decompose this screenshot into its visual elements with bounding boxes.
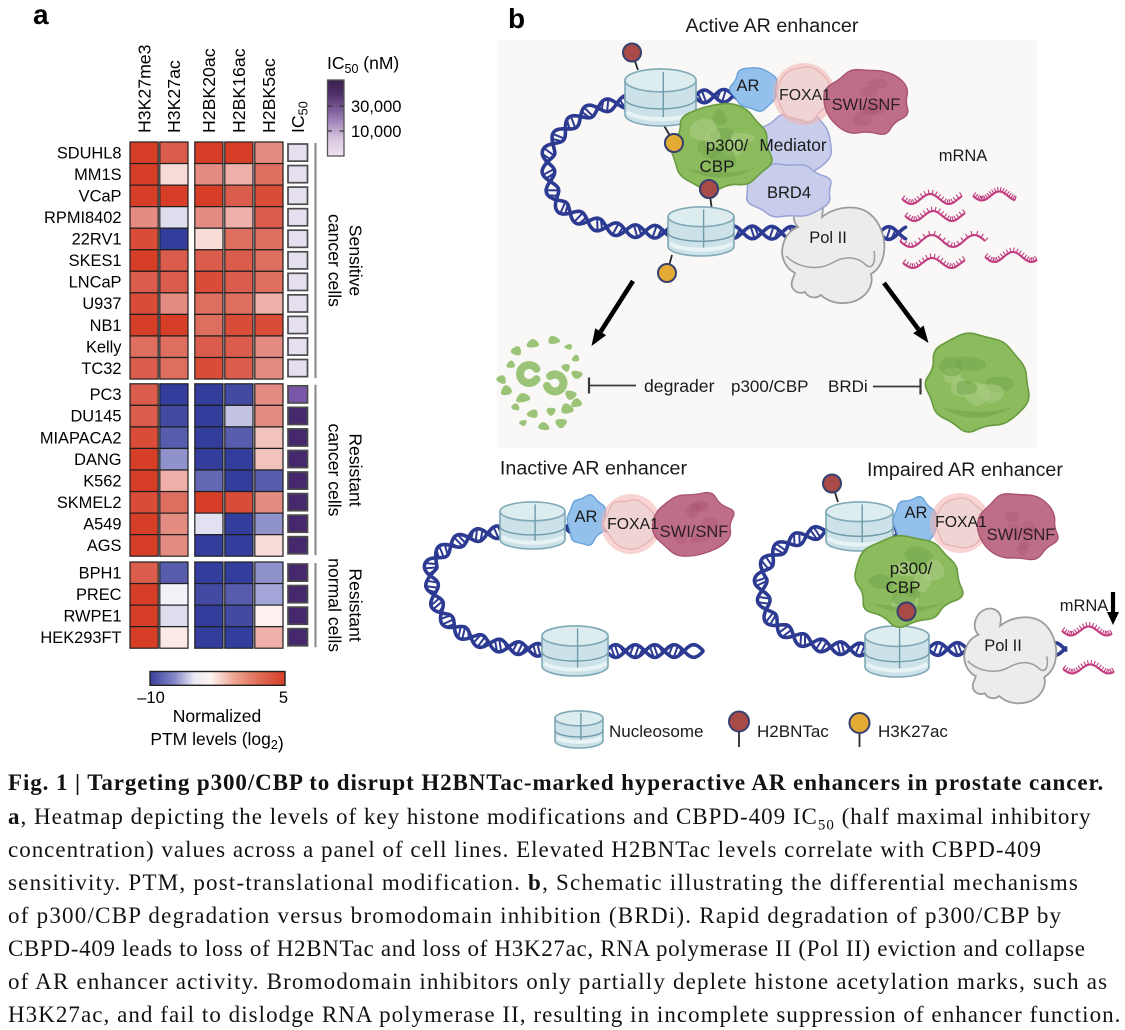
svg-text:NB1: NB1 <box>90 317 122 335</box>
svg-text:p300/: p300/ <box>890 559 933 578</box>
svg-text:CBP: CBP <box>886 578 921 597</box>
svg-text:LNCaP: LNCaP <box>69 274 122 292</box>
svg-text:AR: AR <box>737 77 760 95</box>
svg-text:H2BNTac: H2BNTac <box>757 722 829 741</box>
svg-text:mRNA: mRNA <box>1060 597 1109 615</box>
svg-text:HEK293FT: HEK293FT <box>40 629 121 647</box>
svg-text:DU145: DU145 <box>70 408 121 426</box>
svg-text:cancer cells: cancer cells <box>325 214 345 307</box>
svg-text:BPH1: BPH1 <box>79 564 122 582</box>
svg-text:Impaired AR enhancer: Impaired AR enhancer <box>867 459 1063 481</box>
svg-text:PREC: PREC <box>76 586 122 604</box>
svg-text:MM1S: MM1S <box>74 166 121 184</box>
svg-text:Pol II: Pol II <box>809 229 847 247</box>
svg-text:K562: K562 <box>83 472 121 490</box>
svg-text:Mediator: Mediator <box>759 135 826 155</box>
svg-text:RWPE1: RWPE1 <box>64 608 122 626</box>
svg-text:DANG: DANG <box>74 451 121 469</box>
svg-text:Active AR enhancer: Active AR enhancer <box>686 15 859 37</box>
svg-text:RPMI8402: RPMI8402 <box>44 209 121 227</box>
svg-text:SWI/SNF: SWI/SNF <box>832 96 901 114</box>
svg-text:Inactive AR enhancer: Inactive AR enhancer <box>500 458 688 480</box>
svg-text:H3K27me3: H3K27me3 <box>134 44 154 133</box>
svg-text:BRD4: BRD4 <box>767 184 811 202</box>
svg-text:FOXA1: FOXA1 <box>779 87 831 104</box>
svg-text:FOXA1: FOXA1 <box>607 516 659 533</box>
svg-text:mRNA: mRNA <box>939 147 988 165</box>
svg-text:–10: –10 <box>137 689 165 707</box>
svg-text:SDUHL8: SDUHL8 <box>57 144 122 162</box>
svg-text:AR: AR <box>575 508 598 526</box>
svg-text:H3K27ac: H3K27ac <box>878 722 948 741</box>
svg-text:H3K27ac: H3K27ac <box>164 60 184 133</box>
svg-text:FOXA1: FOXA1 <box>935 514 987 531</box>
svg-text:5: 5 <box>279 689 288 707</box>
svg-text:Resistant: Resistant <box>346 433 366 506</box>
svg-text:H2BK16ac: H2BK16ac <box>229 48 249 133</box>
svg-text:a: a <box>33 0 49 30</box>
svg-text:normal cells: normal cells <box>325 558 345 652</box>
svg-text:PC3: PC3 <box>90 386 122 404</box>
svg-text:BRDi: BRDi <box>828 377 868 396</box>
svg-text:Nucleosome: Nucleosome <box>609 722 704 741</box>
svg-text:VCaP: VCaP <box>79 188 122 206</box>
svg-text:TC32: TC32 <box>81 360 121 378</box>
svg-text:H2BK20ac: H2BK20ac <box>199 48 219 133</box>
svg-text:AGS: AGS <box>87 537 122 555</box>
svg-text:IC50: IC50 <box>288 101 311 133</box>
svg-text:PTM levels (log2): PTM levels (log2) <box>150 729 283 753</box>
svg-text:SKMEL2: SKMEL2 <box>57 494 122 512</box>
svg-text:b: b <box>508 3 525 34</box>
svg-text:U937: U937 <box>82 295 121 313</box>
svg-text:Kelly: Kelly <box>86 338 122 356</box>
svg-text:Resistant: Resistant <box>346 568 366 641</box>
svg-text:Sensitive: Sensitive <box>346 225 366 296</box>
svg-text:MIAPACA2: MIAPACA2 <box>40 429 122 447</box>
svg-text:SKES1: SKES1 <box>69 252 122 270</box>
svg-text:Pol II: Pol II <box>984 637 1022 655</box>
svg-text:SWI/SNF: SWI/SNF <box>987 526 1056 544</box>
svg-text:30,000: 30,000 <box>351 98 401 116</box>
svg-text:22RV1: 22RV1 <box>72 231 122 249</box>
svg-text:A549: A549 <box>83 516 121 534</box>
svg-text:H2BK5ac: H2BK5ac <box>259 58 279 133</box>
svg-text:cancer cells: cancer cells <box>325 424 345 517</box>
svg-text:Normalized: Normalized <box>173 706 262 726</box>
svg-text:p300/CBP: p300/CBP <box>731 377 809 396</box>
svg-text:IC50 (nM): IC50 (nM) <box>327 53 399 76</box>
svg-text:SWI/SNF: SWI/SNF <box>660 523 729 541</box>
svg-text:10,000: 10,000 <box>351 123 401 141</box>
svg-text:degrader: degrader <box>644 376 715 396</box>
svg-text:p300/: p300/ <box>706 136 749 155</box>
svg-text:AR: AR <box>905 504 928 522</box>
svg-text:CBP: CBP <box>700 157 735 176</box>
